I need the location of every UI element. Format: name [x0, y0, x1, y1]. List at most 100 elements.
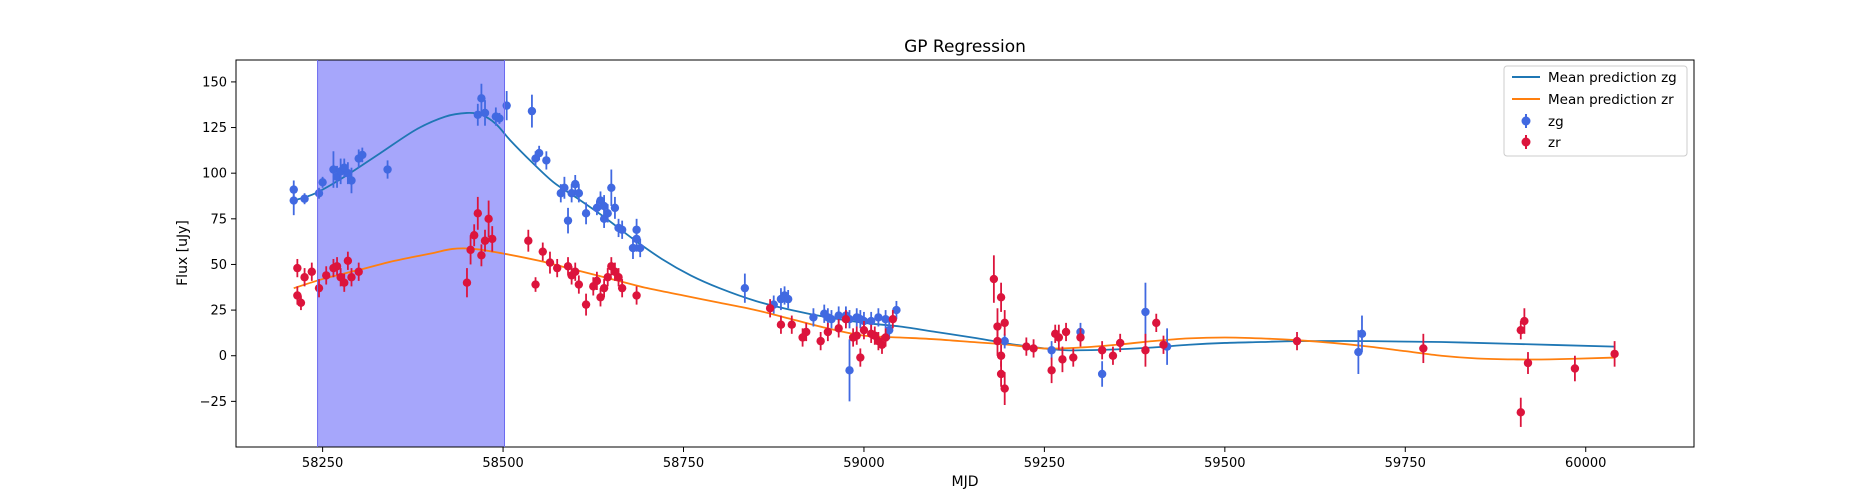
marker-zr [488, 234, 497, 244]
marker-zr [856, 353, 865, 362]
y-tick-label: 25 [210, 304, 227, 319]
marker-zg [534, 148, 544, 158]
data-point-zg [560, 176, 569, 199]
data-point-zr [473, 196, 482, 230]
data-point-zg [617, 220, 627, 239]
marker-zr [1108, 351, 1118, 360]
y-tick-label: 0 [219, 349, 227, 364]
data-point-zr [581, 293, 591, 316]
data-point-zg [495, 112, 504, 124]
marker-zr [545, 258, 555, 267]
marker-zr [1058, 355, 1067, 364]
marker-zr [538, 247, 547, 256]
data-point-zr [314, 279, 324, 298]
marker-zr [322, 271, 331, 280]
marker-zr [300, 273, 309, 282]
marker-zg [845, 366, 854, 375]
data-point-zr [1292, 331, 1302, 351]
marker-zg [473, 110, 482, 119]
data-point-zr [1523, 352, 1533, 374]
y-tick-label: 125 [202, 121, 227, 136]
marker-zr [314, 283, 324, 293]
x-tick-label: 60000 [1565, 456, 1606, 471]
marker-zr [466, 245, 475, 255]
marker-zr [1523, 358, 1533, 368]
marker-zr [1000, 318, 1009, 328]
x-tick-label: 58250 [302, 456, 343, 471]
data-point-zr [617, 279, 627, 298]
data-point-zr [1097, 341, 1107, 360]
data-point-zg [783, 290, 793, 309]
marker-zr [1159, 340, 1168, 349]
data-point-zr [340, 273, 349, 292]
data-point-zg [1354, 330, 1363, 374]
x-tick-label: 58500 [482, 456, 523, 471]
x-tick-label: 59250 [1024, 456, 1065, 471]
data-point-zg [314, 187, 324, 199]
marker-zr [340, 278, 349, 287]
data-point-zr [993, 326, 1002, 356]
data-point-zg [1047, 341, 1056, 360]
data-point-zr [322, 266, 331, 285]
marker-zg [635, 243, 645, 253]
data-point-zr [484, 200, 493, 238]
marker-zr [888, 315, 898, 324]
marker-zr [1292, 336, 1302, 346]
marker-zr [816, 336, 825, 346]
legend-label-zr-points: zr [1548, 135, 1561, 151]
marker-zr [1000, 384, 1009, 393]
marker-zr [480, 236, 490, 245]
x-tick-label: 59750 [1385, 456, 1426, 471]
marker-zg [571, 179, 580, 189]
marker-zr [765, 304, 775, 313]
marker-zg [358, 150, 367, 160]
data-point-zr [603, 268, 612, 287]
marker-zg [617, 225, 627, 234]
x-axis-label: MJD [952, 474, 979, 490]
data-point-zr [1000, 372, 1009, 406]
marker-zr [841, 315, 851, 324]
mean-prediction-zr-line [293, 247, 1615, 361]
data-point-zr [1152, 313, 1161, 332]
data-point-zr [1520, 308, 1529, 334]
y-tick-label: 100 [202, 167, 227, 182]
data-point-zg [1097, 361, 1107, 387]
marker-zr [881, 333, 890, 342]
data-point-zg [607, 169, 616, 207]
marker-zg [289, 196, 298, 205]
marker-zg [383, 165, 392, 174]
marker-zg [610, 203, 620, 213]
legend-label-zr-line: Mean prediction zr [1548, 92, 1674, 108]
data-point-zr [1141, 333, 1150, 367]
marker-zr [1061, 327, 1071, 337]
marker-zg [892, 305, 901, 315]
data-point-zr [1058, 346, 1067, 373]
data-point-zg [567, 184, 576, 203]
data-point-zr [632, 286, 641, 305]
data-points [289, 83, 1619, 427]
marker-zg [1357, 329, 1367, 339]
data-point-zr [563, 257, 573, 276]
data-point-zr [343, 251, 353, 270]
legend-box [1503, 65, 1688, 157]
marker-zr [996, 351, 1006, 360]
marker-zr [1097, 346, 1107, 355]
data-point-zr [592, 271, 602, 291]
data-point-zg [480, 100, 490, 126]
marker-zr [574, 280, 584, 289]
marker-zg [563, 216, 573, 225]
data-point-zg [740, 273, 750, 303]
data-point-zr [989, 255, 999, 303]
marker-zr [347, 273, 356, 282]
data-point-zr [296, 295, 306, 311]
plot-frame [235, 59, 1695, 448]
marker-zr [296, 298, 306, 307]
y-tick-label: 150 [202, 75, 227, 90]
marker-zr [1419, 344, 1428, 353]
data-point-zr [477, 244, 486, 267]
data-point-zg [300, 193, 309, 205]
marker-zr [1076, 333, 1085, 342]
data-point-zr [531, 277, 540, 292]
data-point-zr [1516, 321, 1525, 340]
chart-title: GP Regression [904, 37, 1026, 57]
